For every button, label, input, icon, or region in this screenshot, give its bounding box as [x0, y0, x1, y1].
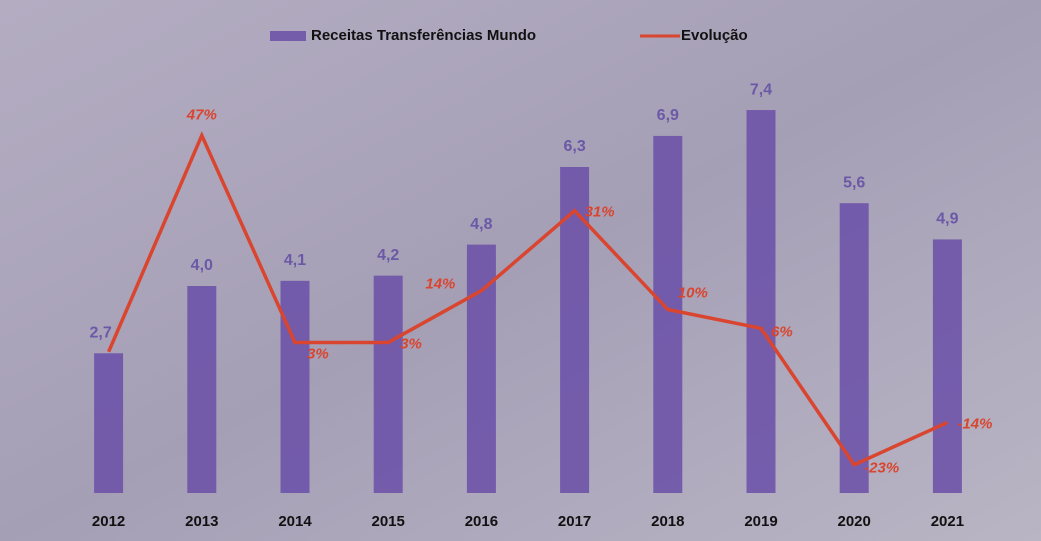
x-tick-label: 2020: [838, 513, 871, 530]
line-value-label: 3%: [400, 335, 422, 352]
bar: [94, 353, 124, 493]
x-tick-label: 2019: [744, 513, 777, 530]
line-value-label: 3%: [307, 345, 329, 362]
line: [106, 131, 949, 467]
bar-value-label: 6,9: [657, 107, 679, 124]
bar: [466, 244, 496, 493]
line-value-label: 10%: [678, 284, 708, 301]
x-tick-label: 2021: [931, 513, 964, 530]
bar-value-label: 4,9: [936, 211, 958, 228]
legend-label: Receitas Transferências Mundo: [311, 27, 536, 44]
bar: [187, 286, 217, 493]
line-value-label: 47%: [186, 106, 217, 123]
bar: [932, 239, 962, 493]
x-tick-label: 2015: [372, 513, 405, 530]
bar: [653, 135, 683, 494]
bar-value-label: 2,7: [89, 324, 111, 341]
x-tick-label: 2016: [465, 513, 498, 530]
x-tick-label: 2017: [558, 513, 591, 530]
bar-value-label: 7,4: [750, 81, 772, 98]
bar: [839, 203, 869, 493]
bar-value-label: 4,2: [377, 247, 399, 264]
x-tick-label: 2014: [278, 513, 312, 530]
bar: [373, 275, 403, 493]
line-value-label: 14%: [425, 276, 455, 293]
x-tick-label: 2012: [92, 513, 125, 530]
line-value-label: -23%: [864, 460, 899, 477]
bar-value-label: 4,0: [191, 257, 213, 274]
line-value-label: 31%: [585, 204, 615, 221]
legend-swatch: [270, 31, 306, 41]
line-value-label: 6%: [771, 323, 793, 340]
bar-value-label: 4,1: [284, 252, 306, 269]
line-value-label: -14%: [957, 415, 992, 432]
bar: [746, 110, 776, 494]
x-tick-label: 2013: [185, 513, 218, 530]
bar-value-label: 5,6: [843, 174, 865, 191]
bar-value-label: 4,8: [470, 216, 492, 233]
x-tick-label: 2018: [651, 513, 684, 530]
bar: [280, 280, 310, 493]
legend-label: Evolução: [681, 27, 748, 44]
bar-value-label: 6,3: [563, 138, 585, 155]
